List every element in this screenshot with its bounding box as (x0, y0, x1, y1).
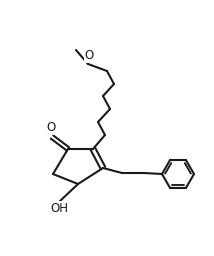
Text: O: O (84, 49, 94, 62)
Text: O: O (46, 121, 56, 134)
Text: OH: OH (50, 202, 68, 215)
